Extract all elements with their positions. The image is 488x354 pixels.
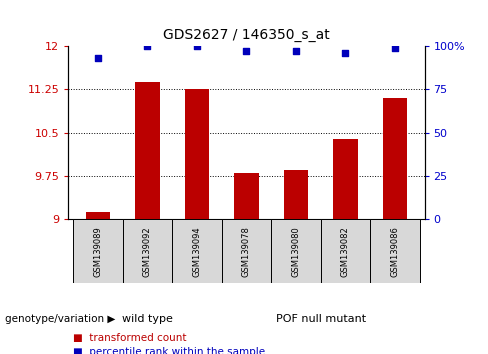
Bar [284,170,308,219]
Text: ■  percentile rank within the sample: ■ percentile rank within the sample [73,347,265,354]
Bar [73,219,123,283]
Text: GSM139094: GSM139094 [192,226,202,277]
Bar [271,219,321,283]
Text: GSM139086: GSM139086 [390,226,399,277]
Text: GSM139078: GSM139078 [242,226,251,277]
Bar [333,138,358,219]
Title: GDS2627 / 146350_s_at: GDS2627 / 146350_s_at [163,28,330,42]
Text: GSM139089: GSM139089 [94,226,102,277]
Point [292,48,300,54]
Point [143,43,151,49]
Bar [172,219,222,283]
Point [94,55,102,61]
Bar [85,212,110,219]
Text: GSM139080: GSM139080 [291,226,301,277]
Bar [370,219,420,283]
Bar [222,219,271,283]
Point [342,50,349,56]
Text: POF null mutant: POF null mutant [276,314,366,324]
Bar [184,89,209,219]
Bar [234,173,259,219]
Bar [135,82,160,219]
Text: ■  transformed count: ■ transformed count [73,333,187,343]
Point [243,48,250,54]
Point [193,43,201,49]
Text: GSM139092: GSM139092 [143,226,152,277]
Point [391,45,399,51]
Text: GSM139082: GSM139082 [341,226,350,277]
Text: genotype/variation ▶: genotype/variation ▶ [5,314,115,324]
Bar [321,219,370,283]
Bar [123,219,172,283]
Bar [383,98,407,219]
Text: wild type: wild type [122,314,173,324]
